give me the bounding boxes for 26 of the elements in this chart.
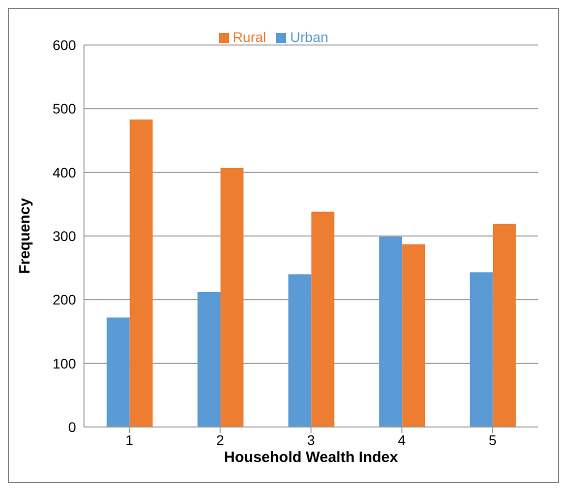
y-axis-title: Frequency — [16, 197, 34, 274]
x-tick-label: 4 — [398, 432, 406, 448]
x-axis-title: Household Wealth Index — [224, 449, 399, 466]
x-tick-label: 5 — [488, 432, 497, 448]
x-tick-label: 3 — [307, 432, 316, 448]
bar — [106, 317, 130, 427]
x-tick-label: 1 — [126, 432, 134, 448]
bar — [470, 272, 493, 427]
bar — [311, 212, 334, 427]
bar — [402, 244, 426, 427]
y-tick-label: 400 — [52, 164, 76, 180]
bar — [198, 292, 220, 427]
bar — [288, 274, 312, 427]
y-tick-label: 200 — [52, 292, 76, 308]
y-tick-label: 300 — [52, 228, 76, 244]
y-tick-label: 0 — [68, 418, 76, 435]
bar — [492, 224, 516, 427]
legend-label: Rural — [232, 29, 266, 45]
bar — [220, 168, 244, 427]
y-tick-label: 100 — [52, 355, 76, 372]
x-tick-label: 2 — [216, 432, 224, 448]
legend-label: Urban — [290, 29, 328, 45]
bar — [130, 119, 153, 427]
y-tick-label: 600 — [52, 36, 76, 53]
y-tick-label: 500 — [52, 100, 76, 117]
bar — [379, 236, 402, 427]
